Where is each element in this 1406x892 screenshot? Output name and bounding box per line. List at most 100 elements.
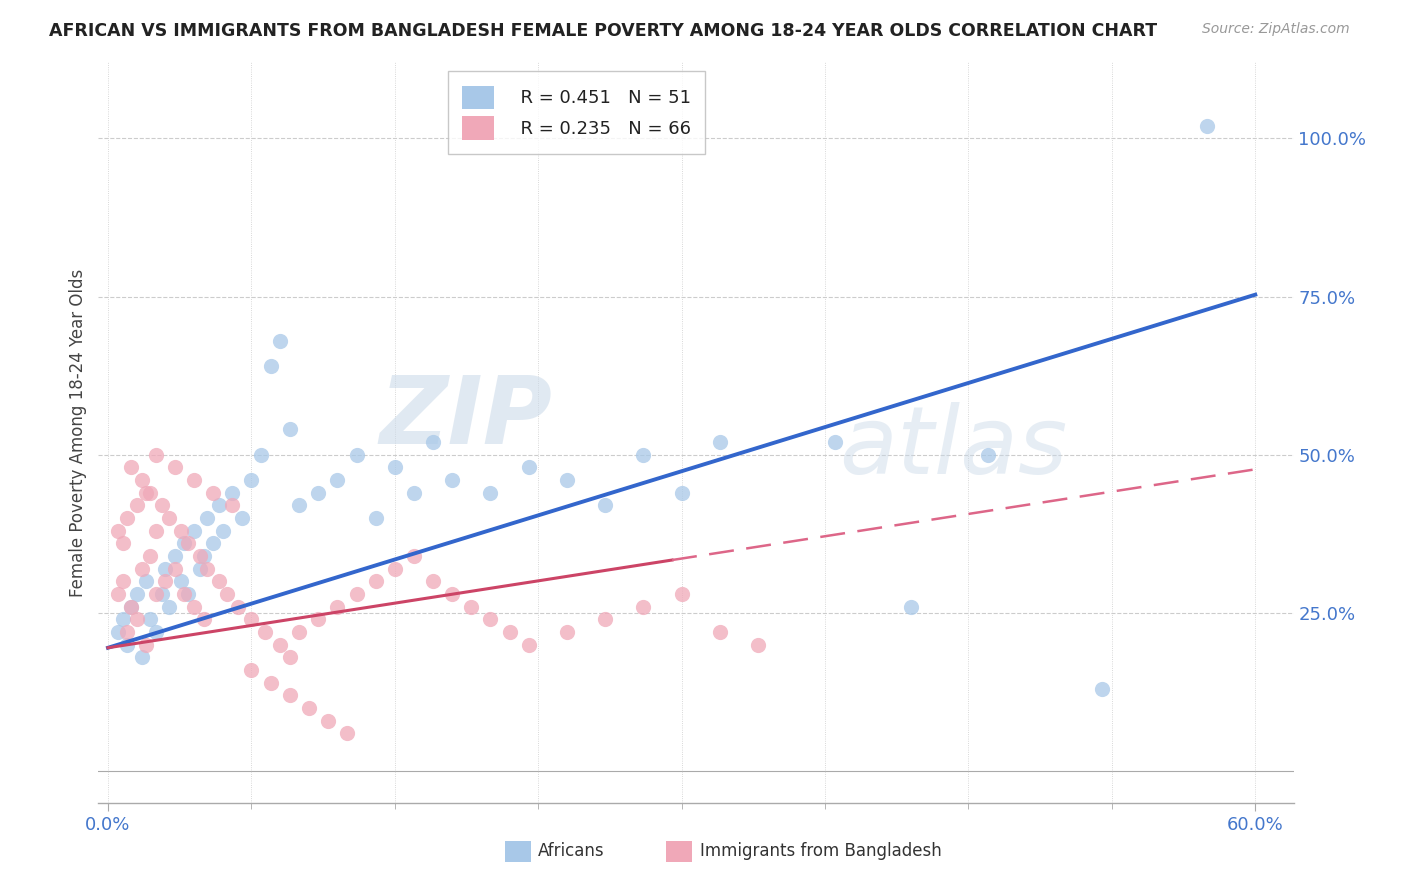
- Point: [145, 524, 167, 538]
- Point: [139, 485, 162, 500]
- Point: [316, 714, 339, 728]
- Point: [177, 536, 200, 550]
- Point: [226, 599, 249, 614]
- Point: [384, 562, 406, 576]
- Point: [298, 701, 321, 715]
- Point: [155, 562, 177, 576]
- Point: [498, 624, 520, 639]
- Point: [278, 688, 301, 702]
- Point: [709, 624, 731, 639]
- Y-axis label: Female Poverty Among 18-24 Year Olds: Female Poverty Among 18-24 Year Olds: [69, 268, 87, 597]
- Point: [253, 624, 276, 639]
- Point: [460, 599, 482, 614]
- Point: [112, 574, 135, 589]
- Text: Immigrants from Bangladesh: Immigrants from Bangladesh: [700, 842, 941, 860]
- Point: [120, 460, 142, 475]
- Point: [221, 485, 243, 500]
- Point: [326, 599, 349, 614]
- Point: [593, 612, 616, 626]
- Point: [215, 587, 238, 601]
- Point: [208, 574, 231, 589]
- Point: [139, 549, 162, 563]
- Point: [346, 448, 368, 462]
- Point: [288, 624, 311, 639]
- Point: [131, 562, 153, 576]
- Point: [125, 587, 148, 601]
- Point: [135, 638, 157, 652]
- Point: [278, 650, 301, 665]
- Point: [169, 574, 191, 589]
- Point: [183, 524, 205, 538]
- Text: ZIP: ZIP: [380, 372, 553, 464]
- Text: Source: ZipAtlas.com: Source: ZipAtlas.com: [1202, 22, 1350, 37]
- Point: [120, 599, 142, 614]
- Point: [747, 638, 769, 652]
- Point: [479, 612, 502, 626]
- Point: [183, 599, 205, 614]
- Point: [364, 511, 387, 525]
- Point: [671, 587, 693, 601]
- Point: [709, 435, 731, 450]
- Point: [259, 675, 281, 690]
- Point: [671, 485, 693, 500]
- Point: [107, 624, 129, 639]
- Point: [250, 448, 273, 462]
- Point: [364, 574, 387, 589]
- Text: AFRICAN VS IMMIGRANTS FROM BANGLADESH FEMALE POVERTY AMONG 18-24 YEAR OLDS CORRE: AFRICAN VS IMMIGRANTS FROM BANGLADESH FE…: [49, 22, 1157, 40]
- Point: [112, 612, 135, 626]
- Point: [150, 587, 173, 601]
- Point: [125, 499, 148, 513]
- Point: [593, 499, 616, 513]
- Point: [163, 549, 186, 563]
- Point: [107, 587, 129, 601]
- Point: [125, 612, 148, 626]
- Point: [183, 473, 205, 487]
- Point: [169, 524, 191, 538]
- Point: [259, 359, 281, 374]
- Point: [1091, 681, 1114, 696]
- Point: [157, 599, 180, 614]
- Point: [197, 562, 219, 576]
- Point: [177, 587, 200, 601]
- Point: [115, 624, 138, 639]
- Point: [240, 473, 263, 487]
- Point: [131, 650, 153, 665]
- Point: [633, 599, 655, 614]
- Point: [633, 448, 655, 462]
- Point: [115, 638, 138, 652]
- Point: [278, 422, 301, 436]
- Point: [131, 473, 153, 487]
- Point: [193, 612, 215, 626]
- Point: [163, 562, 186, 576]
- Point: [211, 524, 233, 538]
- Point: [208, 499, 231, 513]
- Point: [202, 536, 225, 550]
- Bar: [666, 841, 692, 862]
- Point: [135, 485, 157, 500]
- Point: [173, 536, 195, 550]
- Point: [240, 612, 263, 626]
- Point: [269, 334, 291, 348]
- Point: [135, 574, 157, 589]
- Point: [384, 460, 406, 475]
- Point: [193, 549, 215, 563]
- Point: [115, 511, 138, 525]
- Text: atlas: atlas: [839, 402, 1067, 493]
- Point: [517, 638, 540, 652]
- Point: [221, 499, 243, 513]
- Point: [188, 562, 211, 576]
- Point: [441, 473, 464, 487]
- Point: [976, 448, 998, 462]
- Point: [307, 612, 329, 626]
- Text: Africans: Africans: [538, 842, 605, 860]
- Point: [197, 511, 219, 525]
- Point: [150, 499, 173, 513]
- Legend:   R = 0.451   N = 51,   R = 0.235   N = 66: R = 0.451 N = 51, R = 0.235 N = 66: [447, 71, 706, 154]
- Point: [517, 460, 540, 475]
- Point: [163, 460, 186, 475]
- Point: [336, 726, 359, 740]
- Point: [120, 599, 142, 614]
- Bar: [505, 841, 531, 862]
- Point: [173, 587, 195, 601]
- Point: [269, 638, 291, 652]
